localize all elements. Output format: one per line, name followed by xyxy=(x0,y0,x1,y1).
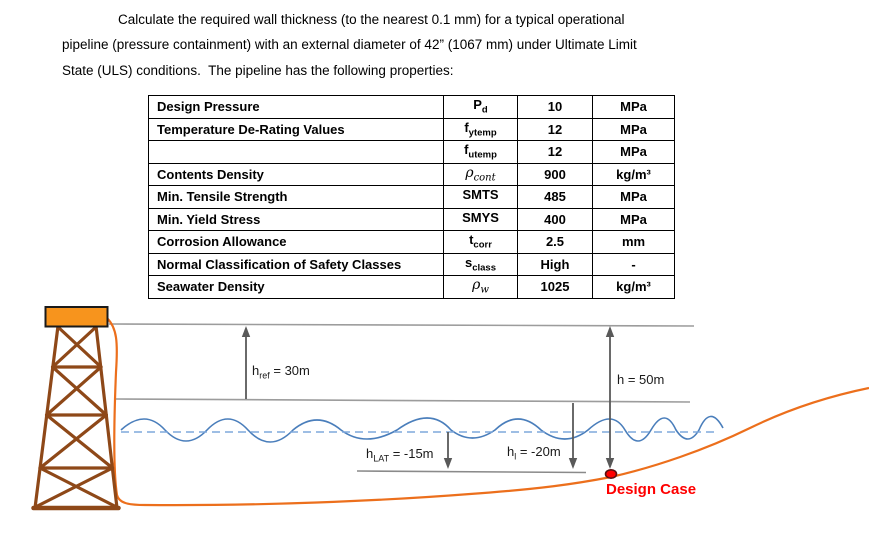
unit: kg/m³ xyxy=(592,162,675,186)
platform-icon xyxy=(31,306,121,511)
h-lat-label: hLAT = -15m xyxy=(366,446,434,464)
h-ref-arrow xyxy=(241,326,251,399)
property-name: Contents Density xyxy=(148,162,444,186)
property-name: Temperature De-Rating Values xyxy=(148,117,444,141)
intro-line: Calculate the required wall thickness (t… xyxy=(118,12,625,27)
symbol: ρw xyxy=(443,275,518,299)
value: 400 xyxy=(517,207,593,231)
unit: mm xyxy=(592,230,675,254)
h-ref-label: href = 30m xyxy=(252,363,310,381)
unit: MPa xyxy=(592,95,675,119)
pipeline-seabed-curve xyxy=(106,317,869,507)
table-row: Corrosion Allowance tcorr 2.5 mm xyxy=(148,230,675,254)
platform-tower xyxy=(31,324,121,511)
property-name: Corrosion Allowance xyxy=(148,230,444,254)
sea-wave xyxy=(120,415,724,443)
table-row: Seawater Density ρw 1025 kg/m³ xyxy=(148,275,675,299)
intro-line: State (ULS) conditions. The pipeline has… xyxy=(62,62,454,78)
design-case-marker xyxy=(604,468,618,479)
property-name: Min. Tensile Strength xyxy=(148,185,444,209)
value: 12 xyxy=(517,117,593,141)
table-row: Temperature De-Rating Values fytemp 12 M… xyxy=(148,117,675,141)
table-row: futemp 12 MPa xyxy=(148,140,675,164)
design-case-label: Design Case xyxy=(606,481,697,498)
table-row: Min. Yield Stress SMYS 400 MPa xyxy=(148,207,675,231)
reference-line-mid xyxy=(114,398,691,403)
reference-line-top xyxy=(108,323,695,327)
unit: MPa xyxy=(592,207,675,231)
property-name: Seawater Density xyxy=(148,275,444,299)
property-name: Normal Classification of Safety Classes xyxy=(148,252,444,276)
h-l-label: hl = -20m xyxy=(507,444,561,462)
value: 10 xyxy=(517,95,593,119)
symbol: SMTS xyxy=(443,185,518,209)
unit: kg/m³ xyxy=(592,275,675,299)
h-label: h = 50m xyxy=(617,372,665,387)
h-l-arrow xyxy=(568,403,578,469)
unit: MPa xyxy=(592,117,675,141)
unit: MPa xyxy=(592,140,675,164)
table-row: Min. Tensile Strength SMTS 485 MPa xyxy=(148,185,675,209)
table-row: Contents Density ρcont 900 kg/m³ xyxy=(148,162,675,186)
h-arrow xyxy=(605,326,615,469)
intro-line: pipeline (pressure containment) with an … xyxy=(62,37,637,53)
symbol: tcorr xyxy=(443,230,518,254)
h-lat-arrow xyxy=(443,432,453,469)
reference-line-bottom xyxy=(356,470,587,474)
value: High xyxy=(517,252,593,276)
platform-deck xyxy=(44,306,109,328)
symbol: ρcont xyxy=(443,162,518,186)
value: 1025 xyxy=(517,275,593,299)
value: 900 xyxy=(517,162,593,186)
symbol: fytemp xyxy=(443,117,518,141)
value: 485 xyxy=(517,185,593,209)
unit: MPa xyxy=(592,185,675,209)
intro-paragraph: Calculate the required wall thickness (t… xyxy=(62,7,802,83)
table-row: Normal Classification of Safety Classes … xyxy=(148,252,675,276)
properties-table: Design Pressure Pd 10 MPa Temperature De… xyxy=(148,95,675,299)
